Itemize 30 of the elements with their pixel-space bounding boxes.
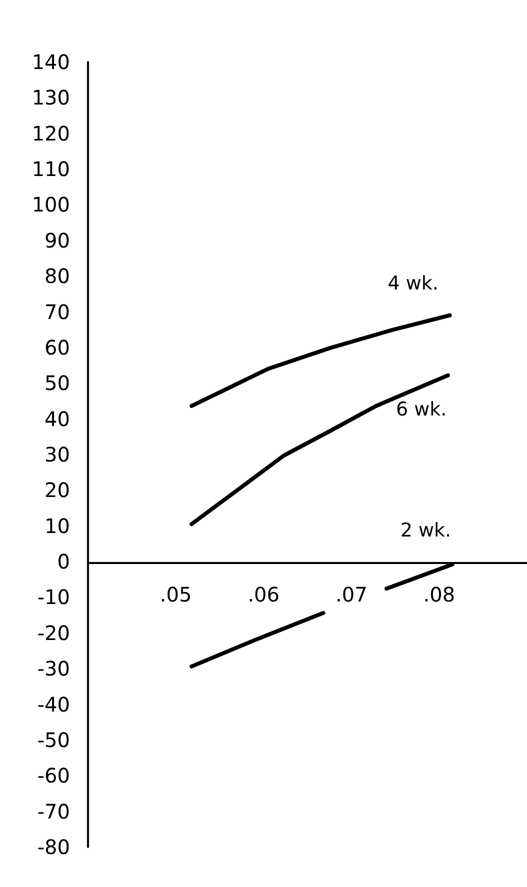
y-tick-label: -30 (37, 656, 70, 681)
x-tick-label: .05 (160, 582, 192, 606)
y-tick-label: 80 (44, 264, 70, 288)
y-tick-label: 40 (44, 406, 70, 431)
y-tick-label: 20 (44, 478, 70, 502)
y-tick-label: -20 (37, 620, 70, 645)
y-tick-label: 130 (32, 86, 70, 110)
y-tick-label: -60 (37, 764, 70, 788)
series-label: 6 wk. (396, 398, 447, 420)
y-tick-label: 70 (44, 300, 70, 324)
series-label: 4 wk. (388, 272, 438, 294)
y-tick-label: 90 (44, 228, 70, 252)
x-tick-label: .07 (335, 582, 368, 606)
y-tick-label: 100 (32, 192, 70, 217)
y-tick-label: 0 (57, 550, 70, 574)
y-tick-label: 110 (32, 157, 70, 182)
y-tick-label: 10 (44, 514, 70, 538)
x-tick-label: .06 (248, 582, 280, 606)
y-tick-label: 30 (44, 442, 70, 466)
y-tick-label: 50 (44, 371, 70, 396)
x-tick-label: .08 (423, 582, 456, 606)
y-tick-label: -10 (37, 585, 70, 610)
y-tick-label: -70 (37, 799, 70, 824)
y-tick-label: -40 (37, 692, 70, 716)
series-label: 2 wk. (400, 519, 452, 542)
y-tick-label: -80 (37, 835, 70, 859)
y-tick-label: -50 (37, 728, 70, 752)
y-tick-label: 140 (32, 50, 70, 74)
y-tick-label: 60 (44, 335, 70, 360)
y-tick-label: 120 (32, 121, 70, 146)
